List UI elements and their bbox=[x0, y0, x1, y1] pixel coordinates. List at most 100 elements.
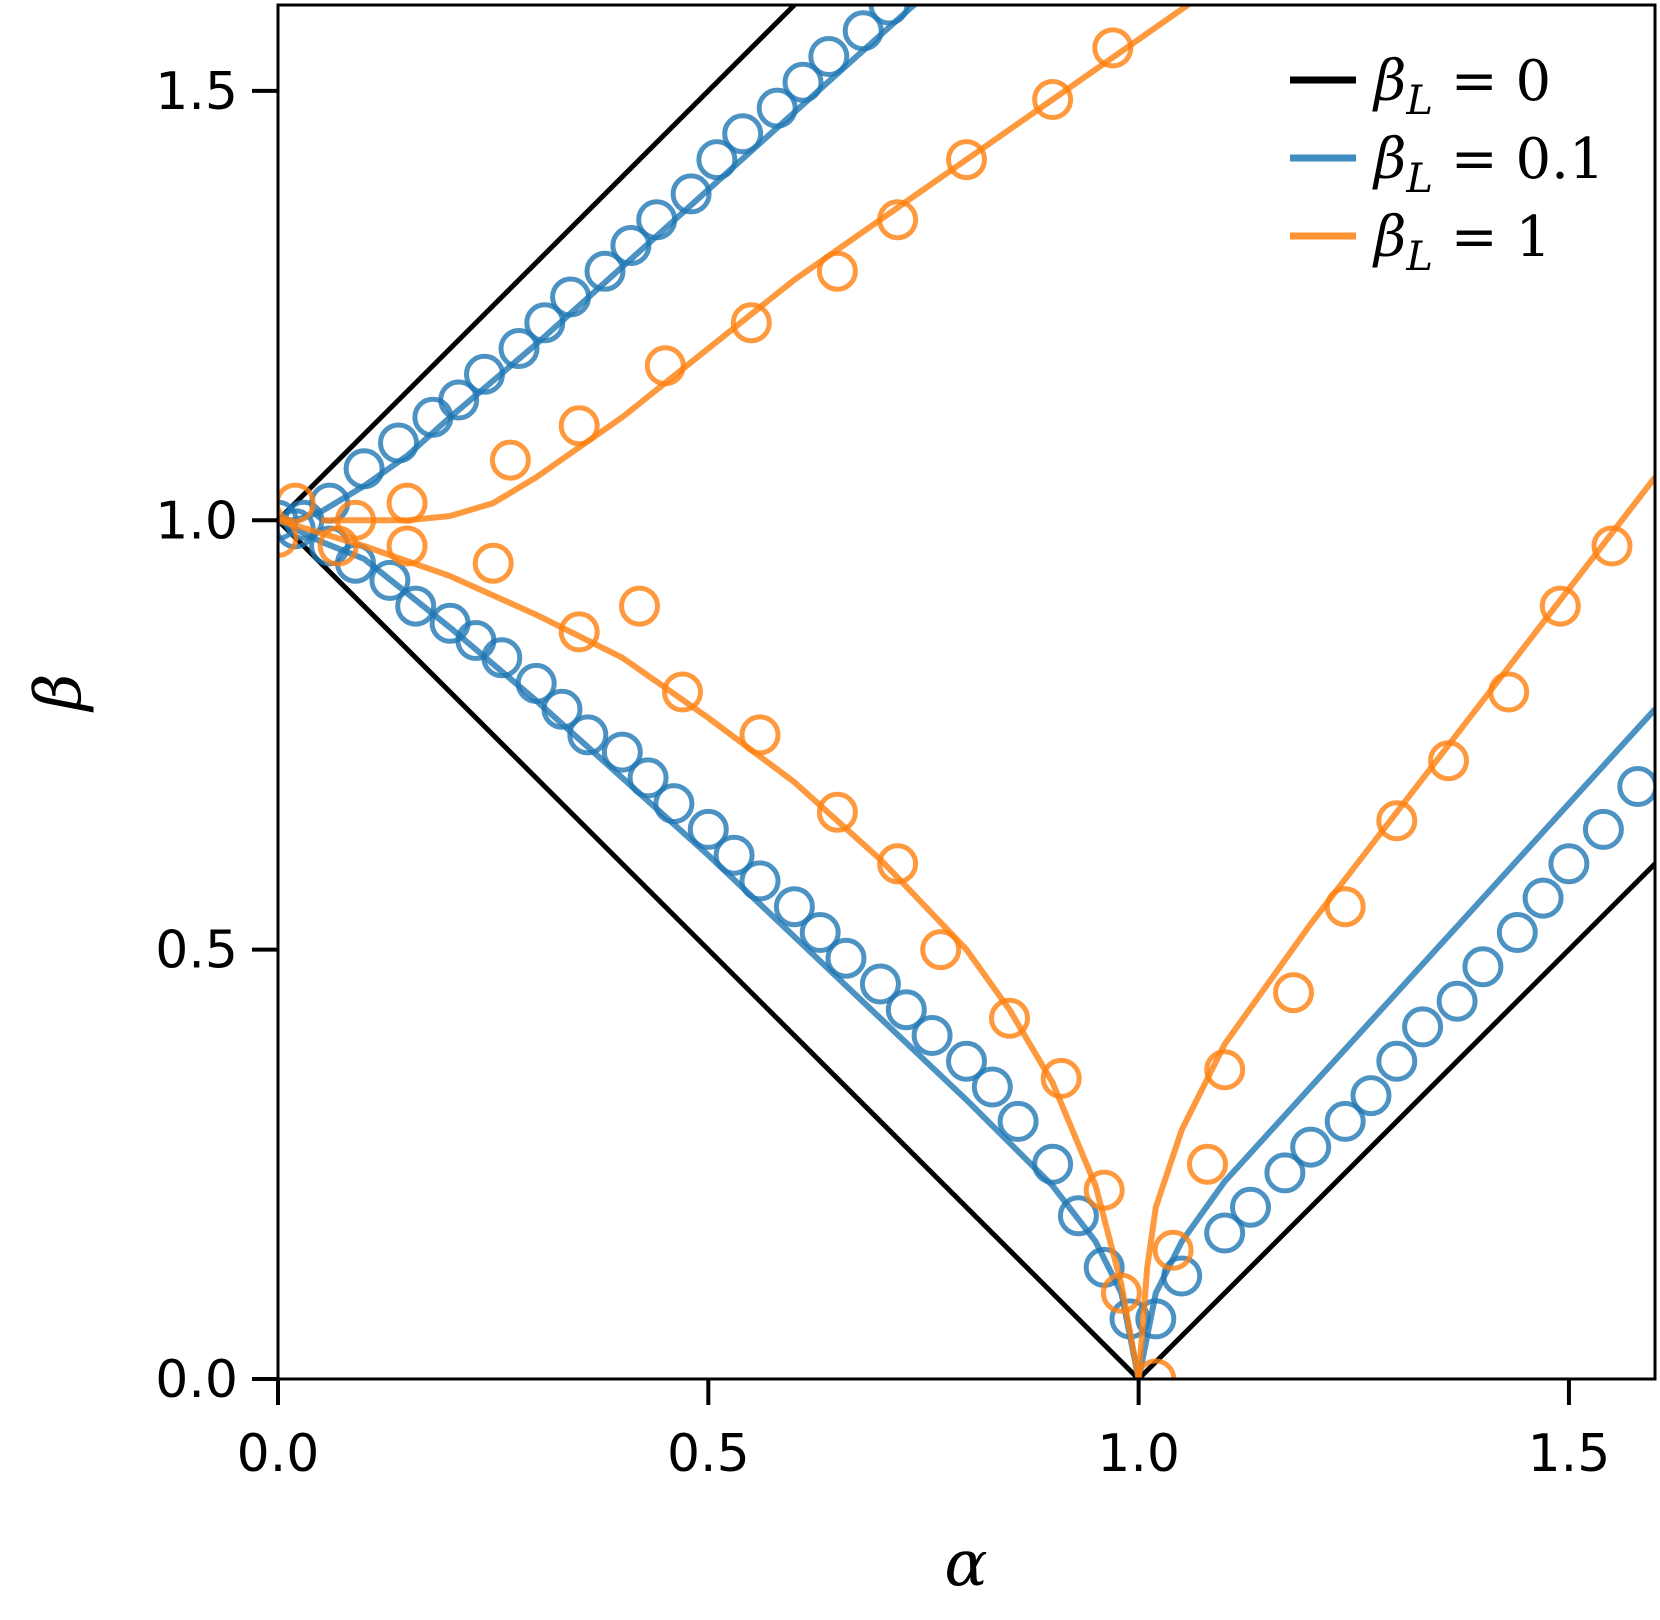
data-point bbox=[1290, 1126, 1332, 1168]
series-line bbox=[278, 517, 1142, 1379]
data-point bbox=[1152, 1229, 1194, 1271]
data-point bbox=[515, 662, 557, 704]
data-point bbox=[489, 439, 531, 481]
data-point bbox=[429, 602, 471, 644]
data-point bbox=[1591, 525, 1633, 567]
data-point bbox=[1032, 79, 1074, 120]
data-point bbox=[911, 1015, 953, 1056]
series-line bbox=[278, 517, 1142, 1379]
data-point bbox=[1436, 980, 1478, 1022]
data-point bbox=[558, 611, 600, 653]
y-tick-label: 0.5 bbox=[155, 921, 238, 981]
data-point bbox=[877, 843, 919, 885]
legend-label: βL = 1 bbox=[1372, 205, 1551, 280]
data-point bbox=[550, 276, 592, 318]
data-point bbox=[997, 1100, 1039, 1142]
data-point bbox=[859, 963, 901, 1005]
data-point bbox=[989, 997, 1030, 1039]
data-point bbox=[1582, 808, 1624, 850]
data-point bbox=[438, 379, 480, 421]
data-point bbox=[825, 937, 867, 979]
data-point bbox=[378, 422, 419, 464]
data-point bbox=[627, 757, 669, 799]
legend: βL = 0βL = 0.1βL = 1 bbox=[1290, 49, 1605, 280]
series-1 bbox=[278, 5, 1655, 1379]
data-point bbox=[317, 525, 359, 567]
data-point bbox=[730, 302, 772, 344]
data-point bbox=[816, 791, 858, 833]
legend-label: βL = 0.1 bbox=[1372, 127, 1605, 202]
data-point bbox=[842, 10, 884, 52]
data-point bbox=[662, 671, 703, 713]
data-point bbox=[868, 5, 910, 26]
series-line bbox=[321, 5, 1194, 524]
data-point bbox=[1161, 1255, 1203, 1297]
data-point bbox=[278, 516, 299, 558]
legend-label: βL = 0 bbox=[1372, 49, 1551, 124]
data-point bbox=[1324, 1100, 1366, 1142]
data-point bbox=[498, 328, 540, 369]
data-point bbox=[1135, 1298, 1177, 1340]
data-point bbox=[472, 542, 514, 584]
data-point bbox=[1402, 1006, 1444, 1048]
data-point bbox=[584, 250, 626, 292]
x-tick-label: 0.5 bbox=[667, 1424, 750, 1484]
data-point bbox=[1057, 1195, 1099, 1237]
data-point bbox=[1032, 1143, 1074, 1185]
data-point bbox=[386, 525, 428, 567]
data-point bbox=[524, 302, 566, 344]
series-2 bbox=[278, 5, 1655, 1379]
data-point bbox=[1204, 1049, 1246, 1091]
data-point bbox=[1522, 877, 1564, 919]
data-point bbox=[773, 886, 815, 928]
x-axis-label: α bbox=[944, 1527, 987, 1601]
data-point bbox=[619, 585, 660, 627]
data-point bbox=[1100, 1272, 1142, 1314]
data-point bbox=[1617, 766, 1655, 807]
series-0 bbox=[278, 5, 1655, 1379]
data-point bbox=[1428, 740, 1469, 782]
series-line bbox=[278, 5, 797, 523]
y-tick-label: 0.0 bbox=[155, 1350, 238, 1410]
data-point bbox=[808, 36, 850, 77]
data-point bbox=[541, 688, 583, 730]
data-point bbox=[386, 482, 428, 524]
axis-ticks: 0.0 0.5 1.0 1.5 0.0 0.5 1.0 1.5 bbox=[155, 62, 1610, 1484]
data-point bbox=[1230, 1186, 1271, 1228]
data-point bbox=[464, 353, 505, 395]
data-point bbox=[1204, 1212, 1246, 1254]
data-point bbox=[816, 250, 858, 292]
plot-frame bbox=[276, 3, 1657, 1381]
data-point bbox=[1488, 671, 1530, 713]
y-tick-label: 1.0 bbox=[155, 491, 238, 551]
data-point bbox=[946, 139, 987, 181]
data-point bbox=[739, 860, 781, 902]
data-point bbox=[1496, 912, 1538, 953]
data-point bbox=[1376, 800, 1418, 842]
x-tick-label: 0.0 bbox=[237, 1424, 320, 1484]
data-point bbox=[722, 113, 764, 155]
data-point bbox=[739, 714, 781, 756]
data-point bbox=[782, 61, 824, 103]
x-tick-label: 1.5 bbox=[1528, 1424, 1611, 1484]
y-tick-label: 1.5 bbox=[155, 62, 238, 122]
data-point bbox=[1264, 1152, 1306, 1194]
data-point bbox=[1040, 1057, 1082, 1099]
data-point bbox=[885, 989, 927, 1031]
data-point bbox=[687, 808, 729, 850]
plot-data bbox=[278, 5, 1655, 1379]
data-point bbox=[1350, 1075, 1392, 1117]
data-point bbox=[696, 139, 738, 181]
data-point bbox=[1187, 1143, 1228, 1185]
data-point bbox=[278, 482, 316, 524]
data-point bbox=[1376, 1040, 1418, 1082]
data-point bbox=[601, 731, 643, 773]
data-point bbox=[636, 199, 678, 241]
data-point bbox=[558, 405, 600, 447]
data-point bbox=[971, 1066, 1013, 1108]
data-point bbox=[567, 714, 609, 756]
data-point bbox=[395, 585, 437, 627]
data-point bbox=[670, 173, 712, 215]
x-tick-label: 1.0 bbox=[1097, 1424, 1180, 1484]
